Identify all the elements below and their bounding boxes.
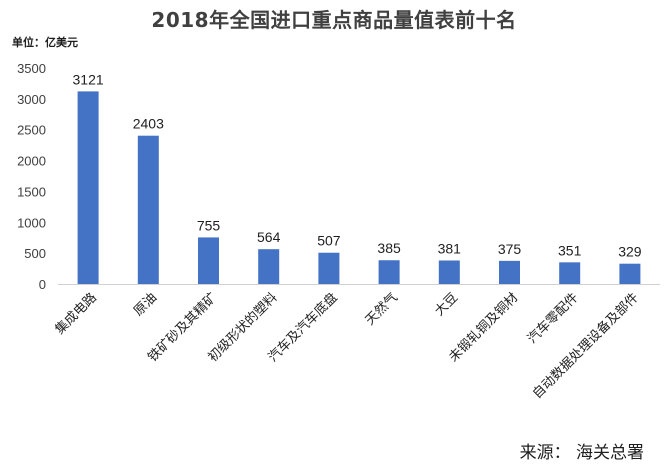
data-label: 329 — [618, 244, 642, 260]
data-label: 564 — [257, 229, 281, 245]
data-label: 351 — [558, 242, 582, 258]
category-label: 大豆 — [432, 290, 461, 319]
bar — [559, 262, 581, 284]
y-tick-label: 3000 — [17, 92, 46, 107]
data-label: 385 — [377, 240, 401, 256]
bar — [619, 263, 641, 284]
bar — [258, 249, 280, 284]
category-label: 汽车零配件 — [524, 290, 581, 347]
bar — [318, 252, 340, 284]
bar — [137, 135, 159, 284]
data-label: 2403 — [133, 116, 164, 132]
category-label: 原油 — [131, 290, 160, 319]
unit-label: 单位：亿美元 — [12, 36, 78, 49]
data-label: 755 — [197, 217, 221, 233]
bar — [198, 237, 219, 284]
category-label: 自动数据处理设备及部件 — [529, 290, 641, 402]
category-label: 集成电路 — [52, 290, 100, 338]
bar — [438, 260, 460, 284]
data-label: 381 — [438, 240, 462, 256]
source-label: 来源： 海关总署 — [519, 443, 644, 463]
data-label: 507 — [317, 233, 341, 249]
y-tick-label: 1500 — [17, 184, 46, 199]
bar — [77, 91, 99, 285]
bar — [499, 260, 520, 284]
chart-title: 2018年全国进口重点商品量值表前十名 — [151, 8, 517, 32]
data-label: 3121 — [73, 71, 104, 87]
y-tick-label: 1000 — [17, 215, 46, 230]
data-label: 375 — [498, 241, 522, 257]
bar — [378, 260, 400, 284]
y-tick-label: 0 — [39, 277, 46, 292]
y-tick-label: 2500 — [17, 123, 46, 138]
y-tick-label: 2000 — [17, 154, 46, 169]
y-tick-label: 3500 — [17, 61, 46, 76]
category-label: 天然气 — [362, 290, 401, 329]
y-tick-label: 500 — [24, 246, 46, 261]
